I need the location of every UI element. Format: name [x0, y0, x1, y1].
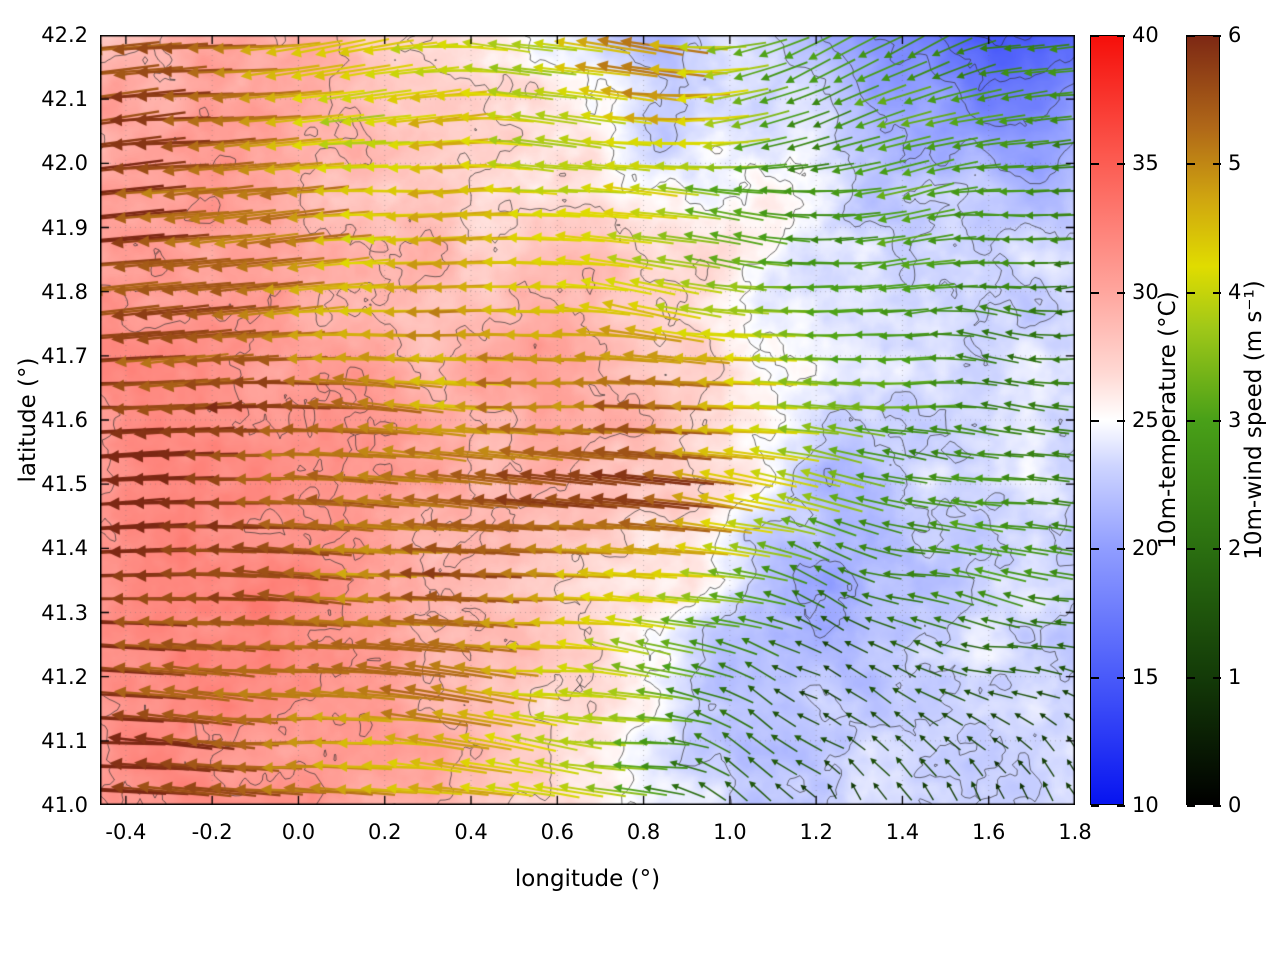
colorbar-tick-mark: [1187, 420, 1195, 422]
colorbar-tick-mark: [1213, 291, 1221, 294]
colorbar-tick-mark: [1187, 35, 1195, 37]
y-tick-label: 42.2: [41, 23, 88, 47]
colorbar-tick-mark: [1117, 420, 1125, 422]
y-tick-label: 41.4: [41, 536, 88, 561]
x-tick-label: 0.2: [368, 820, 402, 844]
colorbar-tick-mark: [1091, 420, 1099, 422]
colorbar-tick-mark: [1117, 291, 1125, 294]
colorbar-tick-label: 0: [1228, 793, 1242, 817]
x-tick-label: 1.4: [885, 820, 920, 844]
colorbar-tick-mark: [1213, 163, 1221, 166]
colorbar-tick-mark: [1213, 805, 1221, 807]
y-axis-label: latitude (°): [15, 357, 41, 483]
y-tick-label: 41.0: [41, 793, 88, 817]
x-tick-label: 1.0: [713, 820, 747, 844]
y-tick-label: 41.2: [41, 664, 88, 689]
colorbar-tick-label: 5: [1228, 151, 1242, 176]
colorbar-tick-mark: [1213, 548, 1221, 551]
colorbar-tick-mark: [1091, 676, 1099, 679]
colorbar-tick-label: 20: [1132, 536, 1159, 561]
colorbar-tick-mark: [1213, 35, 1221, 37]
colorbar-tick-mark: [1091, 163, 1099, 166]
x-axis-label: longitude (°): [514, 866, 661, 892]
colorbar-tick-label: 3: [1228, 408, 1242, 432]
y-tick-label: 41.6: [41, 408, 88, 432]
colorbar-tick-mark: [1091, 805, 1099, 807]
x-tick-label: 0.8: [626, 820, 661, 844]
colorbar-tick-label: 4: [1228, 279, 1242, 304]
colorbar-tick-label: 40: [1132, 23, 1159, 47]
plot-area: [100, 35, 1075, 805]
colorbar-tick-label: 2: [1228, 536, 1242, 561]
colorbar-tick-mark: [1187, 676, 1195, 679]
y-tick-label: 42.1: [41, 87, 88, 112]
colorbar-tick-label: 35: [1132, 151, 1159, 176]
y-tick-label: 41.3: [41, 600, 88, 625]
y-tick-label: 41.9: [41, 215, 88, 240]
colorbar-tick-mark: [1187, 163, 1195, 166]
temperature-colorbar: [1090, 35, 1125, 807]
x-tick-label: 1.2: [799, 820, 833, 844]
colorbar-tick-mark: [1117, 676, 1125, 679]
colorbar-tick-mark: [1117, 548, 1125, 551]
x-tick-label: 0.4: [454, 820, 488, 844]
y-tick-label: 41.8: [41, 279, 88, 304]
colorbar-tick-mark: [1117, 805, 1125, 807]
x-tick-label: 1.6: [972, 820, 1006, 844]
x-tick-label: -0.4: [105, 820, 147, 844]
colorbar-tick-label: 1: [1228, 664, 1242, 689]
colorbar-tick-mark: [1091, 35, 1099, 37]
y-tick-label: 41.7: [41, 343, 88, 368]
colorbar-tick-label: 6: [1228, 23, 1242, 47]
wind-colorbar-label: 10m-wind speed (m s⁻¹): [1241, 280, 1267, 560]
y-tick-label: 41.1: [41, 728, 88, 753]
temperature-colorbar-label: 10m-temperature (°C): [1155, 291, 1181, 549]
colorbar-tick-mark: [1213, 676, 1221, 679]
colorbar-tick-mark: [1187, 805, 1195, 807]
colorbar-tick-label: 15: [1132, 664, 1159, 689]
colorbar-tick-mark: [1091, 291, 1099, 294]
x-tick-label: -0.2: [191, 820, 233, 844]
x-tick-label: 0.0: [281, 820, 316, 844]
colorbar-tick-mark: [1213, 420, 1221, 422]
colorbar-tick-mark: [1091, 548, 1099, 551]
colorbar-tick-label: 25: [1132, 408, 1159, 432]
colorbar-tick-mark: [1117, 163, 1125, 166]
y-tick-label: 41.5: [41, 472, 88, 497]
y-tick-label: 42.0: [41, 151, 88, 176]
colorbar-tick-label: 10: [1132, 793, 1159, 817]
x-tick-label: 0.6: [540, 820, 574, 844]
colorbar-tick-mark: [1187, 548, 1195, 551]
colorbar-tick-label: 30: [1132, 279, 1159, 304]
colorbar-tick-mark: [1117, 35, 1125, 37]
x-tick-label: 1.8: [1058, 820, 1092, 844]
temperature-wind-map-canvas: [100, 35, 1075, 805]
colorbar-tick-mark: [1187, 291, 1195, 294]
wind-colorbar: [1186, 35, 1221, 807]
